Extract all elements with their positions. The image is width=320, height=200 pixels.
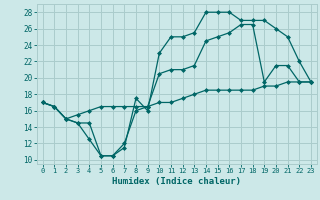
X-axis label: Humidex (Indice chaleur): Humidex (Indice chaleur) [112,177,241,186]
